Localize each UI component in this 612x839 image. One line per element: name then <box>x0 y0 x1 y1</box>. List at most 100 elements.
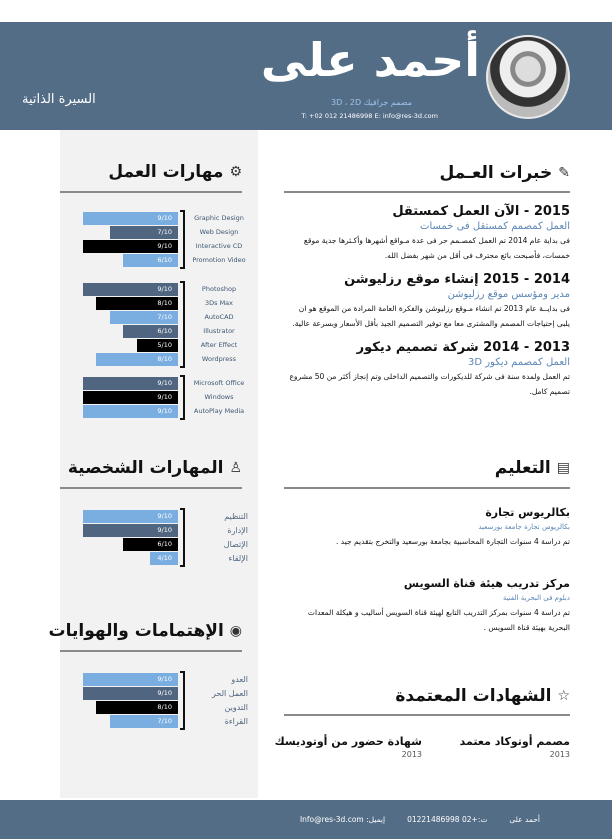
group-bracket <box>180 375 185 420</box>
skill-label: القراءة <box>224 717 248 726</box>
skill-bar: 7/10 <box>109 226 178 239</box>
skill-bar: 9/10 <box>82 212 178 225</box>
skill-bar: 7/10 <box>109 311 178 324</box>
skill-bar: 9/10 <box>82 687 178 700</box>
education-item: مركز تدريب هيئة قناة السويس دبلوم فى الب… <box>284 575 570 635</box>
certificate-item: شهادة حضور من أوتوديسك 2013 <box>275 733 422 759</box>
certificates-heading: ☆ الشهادات المعتمدة <box>395 686 570 706</box>
heading-text: المهارات الشخصية <box>67 458 224 478</box>
divider <box>60 487 242 489</box>
cert-title: شهادة حضور من أوتوديسك <box>274 735 422 748</box>
job-subtitle: مدير ومؤسس موقع رزليوشن <box>447 289 570 300</box>
skill-bar: 6/10 <box>123 325 178 338</box>
skill-label: التنظيم <box>224 512 248 521</box>
job-title: 2014 - 2015 إنشاء موقع رزليوشن <box>344 272 570 287</box>
skill-bar: 9/10 <box>82 405 178 418</box>
certificate-item: مصمم أوتوكاد معتمد 2013 <box>460 733 570 759</box>
experience-heading: ✎ خبرات العـمل <box>439 163 570 183</box>
job-title: 2015 - الآن العمل كمستقل <box>392 204 570 219</box>
skill-bar: 4/10 <box>150 552 178 565</box>
skill-label: Interactive CD <box>195 242 243 250</box>
divider <box>60 191 242 193</box>
skill-bar: 6/10 <box>123 254 178 267</box>
divider <box>284 191 570 193</box>
skill-label: After Effect <box>200 341 238 349</box>
work-skills-heading: ⚙ مهارات العمل <box>108 162 242 182</box>
skill-label: Windows <box>204 393 234 401</box>
education-item: بكالريوس تجارة بكالريوس تجارة جامعة بورس… <box>284 504 570 549</box>
group-bracket <box>180 671 185 730</box>
divider <box>284 487 570 489</box>
certificate-icon: ▤ <box>556 460 570 476</box>
heading-text: الشهادات المعتمدة <box>395 686 552 706</box>
edu-subtitle: دبلوم فى البحرية الفنية <box>502 594 570 602</box>
group-bracket <box>180 508 185 567</box>
cert-year: 2013 <box>401 750 422 759</box>
person-name: أحمد على <box>260 33 480 87</box>
heading-text: الإهتمامات والهوايات <box>48 621 224 641</box>
gear-icon: ⚙ <box>229 164 242 180</box>
skill-label: الإدارة <box>227 526 248 535</box>
skill-bar: 8/10 <box>96 297 178 310</box>
skill-bar: 9/10 <box>82 283 178 296</box>
skill-label: التدوين <box>224 703 248 712</box>
skill-label: AutoPlay Media <box>193 407 245 415</box>
skill-bar: 9/10 <box>82 377 178 390</box>
user-icon: ♙ <box>229 460 242 476</box>
education-list: بكالريوس تجارة بكالريوس تجارة جامعة بورس… <box>284 504 570 635</box>
footer-phone: ت:+02 01221486998 <box>407 815 488 824</box>
group-bracket <box>180 210 185 269</box>
footer-email: إيميل: Info@res-3d.com <box>299 815 386 824</box>
job-subtitle: العمل كمصمم كمستقل فى خمسات <box>420 221 570 232</box>
edu-subtitle: بكالريوس تجارة جامعة بورسعيد <box>478 523 570 531</box>
skill-label: Illustrator <box>203 327 235 335</box>
eye-icon: ◉ <box>229 623 242 639</box>
skill-bar: 7/10 <box>109 715 178 728</box>
edu-description: تم دراسة 4 سنوات بمركز التدريب التابع له… <box>307 608 570 632</box>
profile-photo <box>486 35 570 119</box>
skill-label: Graphic Design <box>194 214 244 222</box>
skill-bar: 9/10 <box>82 524 178 537</box>
edu-description: تم دراسة 4 سنوات التجارة المحاسبية بجامع… <box>336 537 570 546</box>
skill-bar: 6/10 <box>123 538 178 551</box>
cert-year: 2013 <box>549 750 570 759</box>
skill-label: Web Design <box>199 228 239 236</box>
skill-bar: 9/10 <box>82 391 178 404</box>
divider <box>60 650 242 652</box>
job-description: فى بدايــة عام 2013 تم انشاء مـوقع رزليو… <box>292 304 570 328</box>
skill-bar: 8/10 <box>96 353 178 366</box>
skill-bar: 9/10 <box>82 510 178 523</box>
skill-bar: 5/10 <box>136 339 178 352</box>
job-subtitle: العمل كمصمم ديكور 3D <box>467 357 570 368</box>
skill-label: الإلقاء <box>228 554 248 563</box>
skill-label: العدو <box>231 675 248 684</box>
skill-label: 3Ds Max <box>204 299 234 307</box>
star-icon: ☆ <box>557 688 570 704</box>
experience-list: 2015 - الآن العمل كمستقل العمل كمصمم كمس… <box>284 203 570 399</box>
skill-label: الإتصال <box>223 540 248 549</box>
footer-contact-row: أحمد على ت:+02 01221486998 إيميل: Info@r… <box>300 800 540 839</box>
skill-label: AutoCAD <box>204 313 234 321</box>
skill-bar: 9/10 <box>82 240 178 253</box>
job-title: 2013 - 2014 شركة تصميم ديكور <box>356 340 570 355</box>
skill-bar: 9/10 <box>82 673 178 686</box>
heading-text: مهارات العمل <box>108 162 224 182</box>
experience-item: 2014 - 2015 إنشاء موقع رزليوشن مدير ومؤس… <box>284 271 570 331</box>
personal-skills-heading: ♙ المهارات الشخصية <box>68 458 242 478</box>
skill-label: Photoshop <box>201 285 237 293</box>
heading-text: خبرات العـمل <box>439 163 553 183</box>
job-description: تم العمل ولمدة سنة فى شركة للديكورات وال… <box>289 372 570 396</box>
contact-line: T: +02 012 21486998 E: info@res-3d.com <box>301 112 438 120</box>
job-description: فى بداية عام 2014 تم العمل كمصـمم حر فى … <box>303 236 570 260</box>
heading-text: التعليم <box>494 458 551 478</box>
skill-label: Wordpress <box>201 355 237 363</box>
group-bracket <box>180 281 185 368</box>
edu-title: مركز تدريب هيئة قناة السويس <box>403 577 570 590</box>
edu-title: بكالريوس تجارة <box>485 506 570 519</box>
skill-label: Promotion Video <box>192 256 246 264</box>
job-subtitle: مصمم جرافيك 3D ، 2D <box>331 98 412 107</box>
skill-label: Microsoft Office <box>193 379 245 387</box>
hobbies-heading: ◉ الإهتمامات والهوايات <box>49 621 242 641</box>
skill-bar: 8/10 <box>96 701 178 714</box>
footer-name: أحمد على <box>509 815 540 824</box>
